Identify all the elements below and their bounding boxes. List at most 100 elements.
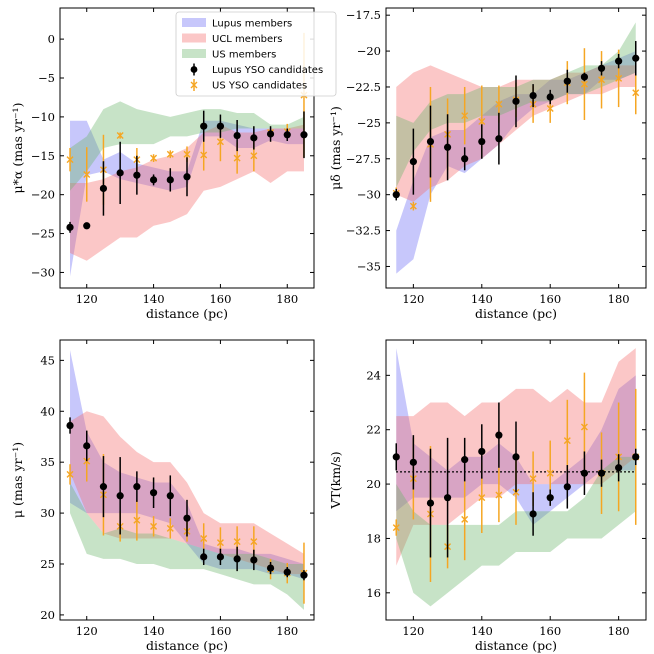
data-point: [283, 131, 291, 139]
data-point: [580, 80, 588, 88]
data-point: [250, 152, 258, 160]
y-tick-label: −15: [31, 149, 55, 163]
series-lupus-yso-candidates: [66, 417, 308, 581]
y-tick-label: 24: [366, 368, 381, 382]
data-point: [512, 97, 520, 105]
band-lupus-members: [396, 348, 636, 525]
x-tick-label: 120: [76, 292, 98, 306]
data-point: [461, 515, 469, 523]
x-tick-label: 160: [209, 624, 231, 638]
band-us-members: [70, 101, 304, 191]
data-point: [133, 516, 141, 524]
legend-label: US members: [212, 50, 276, 61]
data-point: [233, 555, 241, 563]
data-point: [300, 131, 308, 139]
y-tick-label: 0: [48, 32, 55, 46]
legend-label: US YSO candidates: [212, 81, 307, 92]
data-point: [597, 64, 606, 72]
legend-label: Lupus members: [212, 19, 292, 30]
data-point: [495, 431, 503, 439]
series-lupus-yso-candidates: [66, 110, 308, 233]
data-point: [116, 169, 124, 177]
y-tick-label: −20: [31, 188, 55, 202]
data-point: [563, 483, 571, 491]
legend-label: UCL members: [212, 34, 283, 45]
y-axis-label: μ (mas yr⁻¹): [10, 442, 25, 518]
data-point: [66, 470, 74, 478]
y-tick-label: −27.5: [346, 152, 381, 166]
y-tick-label: 16: [366, 586, 381, 600]
data-point: [443, 494, 452, 502]
x-tick-label: 120: [76, 624, 98, 638]
data-point: [149, 489, 158, 497]
data-point: [597, 469, 606, 477]
x-tick-label: 160: [209, 292, 231, 306]
x-tick-label: 140: [143, 624, 165, 638]
band-lupus-members: [70, 120, 304, 277]
x-axis-label: distance (pc): [475, 306, 557, 321]
data-point: [300, 571, 308, 579]
data-point: [632, 89, 640, 97]
data-point: [83, 170, 91, 178]
data-point: [99, 184, 108, 193]
y-tick-label: 22: [366, 423, 381, 437]
data-point: [512, 453, 520, 461]
panel-bottom-right: 120 140 160 180 16 18 20 22 24 distance (pc) VT(km…: [328, 339, 647, 653]
data-point: [409, 158, 417, 166]
data-point: [461, 112, 469, 120]
data-point: [478, 137, 486, 146]
data-point: [615, 57, 623, 65]
data-point: [563, 77, 571, 85]
y-tick-label: −22.5: [346, 80, 381, 94]
data-point: [66, 156, 74, 164]
y-tick-label: 18: [366, 531, 381, 545]
data-point: [150, 522, 158, 530]
y-tick-label: −25: [31, 227, 55, 241]
legend-marker: [190, 81, 198, 89]
data-point: [443, 143, 452, 151]
data-point: [83, 457, 91, 465]
data-point: [66, 421, 74, 430]
data-point: [66, 223, 74, 231]
y-tick-label: −17.5: [346, 8, 381, 22]
panel-bottom-left: 120 140 160 180 20 25 30 35 40 45 distance (pc) μ (…: [10, 339, 315, 653]
data-point: [392, 524, 400, 532]
data-point: [426, 137, 435, 146]
data-point: [283, 568, 291, 576]
y-tick-label: −32.5: [346, 224, 381, 238]
data-point: [632, 453, 640, 461]
data-point: [580, 423, 588, 431]
x-axis-label: distance (pc): [146, 306, 228, 321]
y-tick-label: −10: [31, 110, 55, 124]
data-point: [216, 553, 225, 561]
data-point: [233, 131, 241, 140]
data-point: [83, 222, 91, 230]
x-tick-label: 180: [608, 624, 630, 638]
y-tick-label: −5: [38, 71, 55, 85]
y-tick-label: −20: [357, 44, 381, 58]
data-point: [183, 150, 191, 158]
data-point: [166, 492, 174, 500]
x-tick-label: 120: [402, 624, 424, 638]
x-tick-label: 180: [276, 292, 298, 306]
data-point: [183, 173, 191, 181]
data-point: [83, 442, 91, 450]
y-axis-label: μδ (mas yr⁻¹): [328, 106, 343, 190]
x-tick-label: 180: [276, 624, 298, 638]
data-point: [266, 130, 275, 138]
data-point: [116, 492, 124, 500]
series-lupus-yso-candidates: [392, 402, 640, 558]
y-tick-label: −30: [31, 265, 55, 279]
data-point: [495, 491, 503, 499]
y-tick-label: 35: [40, 455, 55, 469]
y-tick-label: 25: [40, 557, 55, 571]
data-point: [200, 553, 208, 561]
data-point: [200, 535, 208, 543]
data-point: [546, 494, 554, 502]
data-point: [478, 447, 486, 456]
data-point: [580, 469, 589, 477]
data-point: [598, 76, 606, 84]
data-point: [133, 171, 141, 179]
data-point: [166, 176, 174, 184]
data-point: [166, 150, 174, 158]
